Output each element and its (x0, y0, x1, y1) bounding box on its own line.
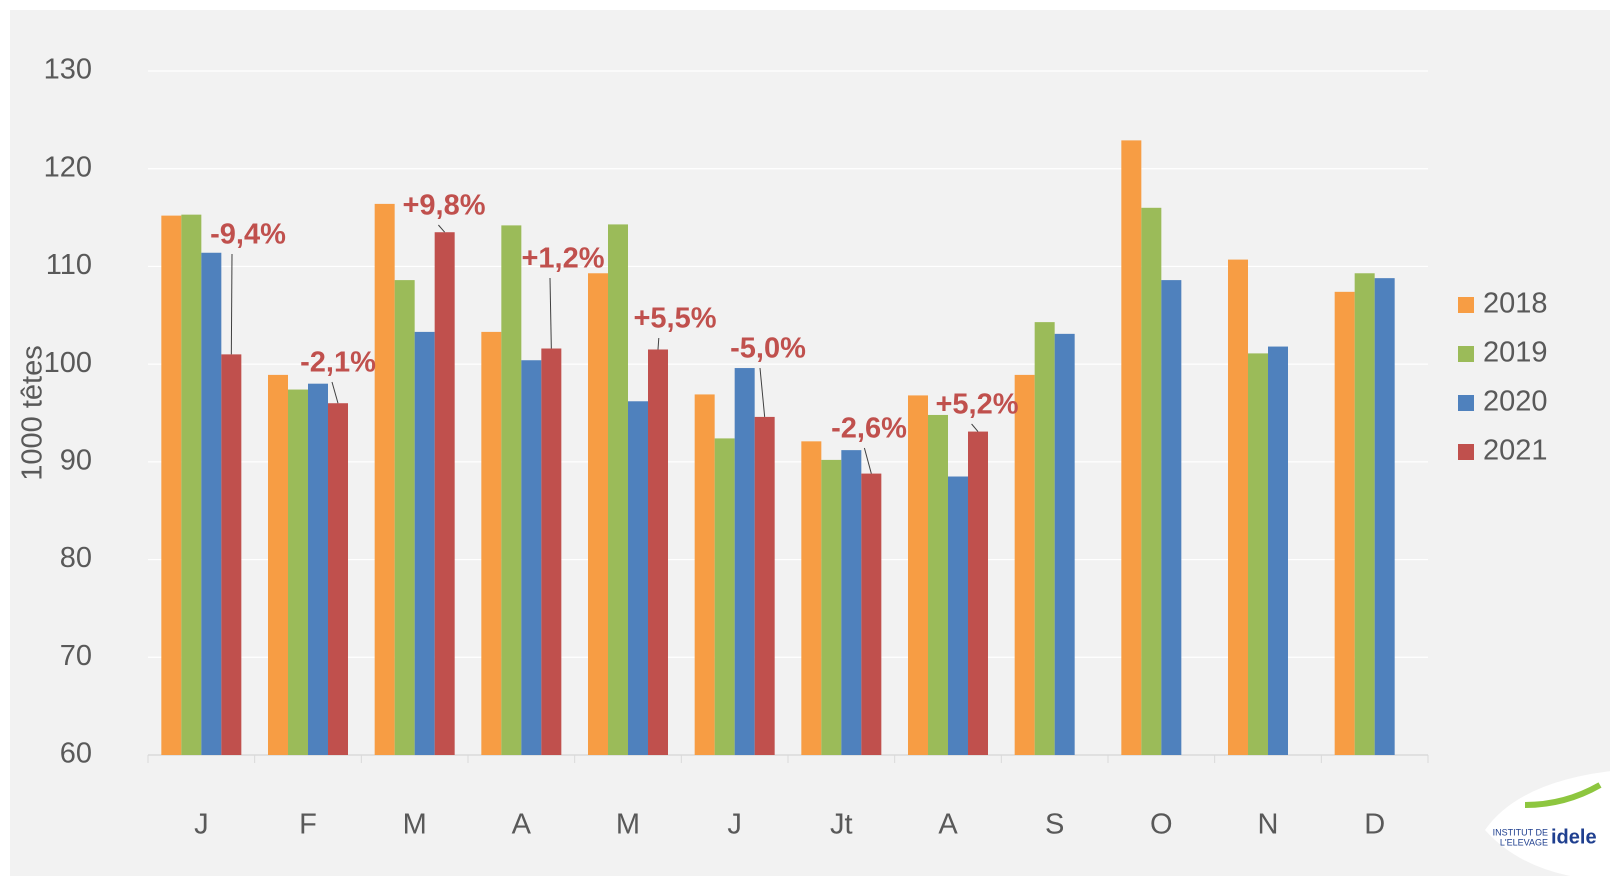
legend-swatch (1458, 444, 1474, 460)
leader-line (230, 253, 233, 355)
bar (521, 360, 542, 755)
bar (501, 225, 522, 756)
x-tick-label: J (727, 809, 742, 841)
x-tick-label: S (1045, 809, 1064, 841)
bar (1248, 353, 1268, 755)
bar (841, 450, 862, 755)
bar (481, 331, 502, 755)
bar (221, 354, 242, 755)
y-tick-label: 110 (46, 249, 92, 281)
y-tick-label: 60 (60, 738, 92, 770)
bar (861, 473, 882, 755)
annotation: +9,8% (402, 190, 485, 222)
x-tick-label: N (1258, 809, 1279, 841)
logo-brand: idele (1551, 826, 1597, 848)
annotation: -5,0% (730, 333, 806, 365)
bar (928, 414, 948, 755)
bar (948, 476, 968, 755)
bar (694, 394, 715, 755)
y-tick-label: 130 (44, 54, 92, 86)
leader-line (863, 447, 872, 474)
y-tick-label: 90 (60, 445, 92, 477)
bar (1054, 333, 1075, 755)
logo-text: INSTITUT DE (1493, 827, 1548, 837)
x-tick-label: A (938, 809, 958, 841)
legend-swatch (1458, 297, 1474, 313)
bar (734, 368, 755, 755)
leader-line (331, 381, 339, 404)
bar (1161, 280, 1182, 755)
bar (1374, 278, 1395, 755)
x-tick-label: F (299, 809, 317, 841)
legend-swatch (1458, 395, 1474, 411)
annotation: -2,6% (831, 413, 907, 445)
y-tick-label: 80 (60, 542, 92, 574)
logo-text: L'ELEVAGE (1500, 837, 1548, 847)
x-tick-label: Jt (830, 809, 853, 841)
bar (268, 374, 288, 755)
x-tick-label: A (512, 809, 532, 841)
bar (801, 441, 822, 755)
bar (161, 215, 182, 756)
y-tick-label: 100 (44, 347, 92, 379)
bar (1334, 291, 1355, 755)
legend-swatch (1458, 346, 1474, 362)
bar (374, 203, 395, 756)
bar (588, 273, 608, 755)
x-tick-label: O (1150, 809, 1173, 841)
bar (608, 224, 628, 755)
leader-line (438, 224, 446, 233)
bar (541, 348, 562, 755)
leader-line (549, 277, 552, 349)
bar (1354, 273, 1375, 755)
bar (1268, 346, 1288, 755)
bar (328, 403, 348, 755)
bar (908, 395, 928, 755)
bar (288, 389, 308, 755)
leader-line (971, 423, 979, 432)
bar (714, 438, 735, 755)
bar (1014, 374, 1035, 755)
y-axis-label: 1000 têtes (17, 345, 49, 480)
x-tick-label: D (1364, 809, 1385, 841)
bar (181, 214, 202, 755)
annotation: -9,4% (210, 219, 286, 251)
legend-label: 2020 (1483, 386, 1548, 418)
x-tick-label: M (616, 809, 640, 841)
legend-label: 2019 (1483, 337, 1548, 369)
bar (1121, 140, 1142, 755)
x-tick-label: M (403, 809, 427, 841)
annotation: +5,2% (935, 389, 1018, 421)
bar (308, 383, 328, 755)
leader-line (657, 337, 660, 350)
x-tick-label: J (194, 809, 209, 841)
bar (821, 459, 842, 755)
bar (968, 431, 988, 755)
bar (648, 349, 668, 755)
bar (1141, 207, 1162, 756)
y-tick-label: 70 (60, 640, 92, 672)
bar (434, 232, 455, 755)
bar (201, 252, 222, 755)
bar (394, 280, 415, 755)
annotation: -2,1% (300, 347, 376, 379)
annotation: +5,5% (633, 303, 716, 335)
bar (1034, 322, 1055, 755)
bar (414, 331, 435, 755)
bar (628, 401, 648, 755)
legend-label: 2021 (1483, 435, 1548, 467)
annotation: +1,2% (521, 243, 604, 275)
y-tick-label: 120 (44, 151, 92, 183)
bar (754, 416, 775, 755)
logo-background (1485, 770, 1620, 881)
legend-label: 2018 (1483, 288, 1548, 320)
bar (1228, 259, 1248, 755)
logo-swoosh (1524, 782, 1602, 808)
leader-line (759, 367, 766, 417)
